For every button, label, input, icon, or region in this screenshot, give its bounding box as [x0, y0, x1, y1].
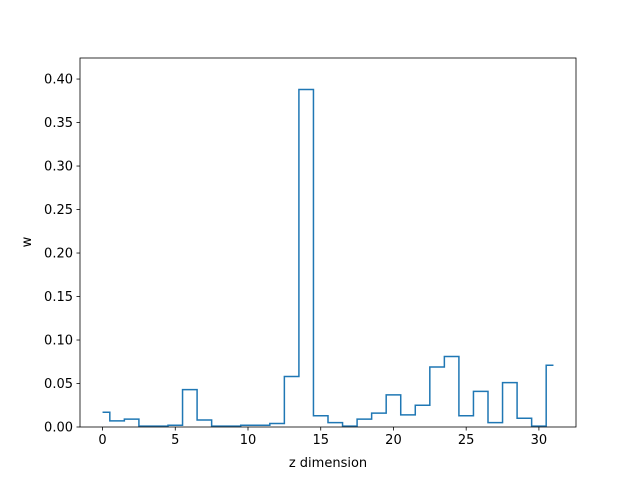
x-tick-label: 20	[385, 433, 402, 448]
y-axis-label: w	[20, 236, 35, 247]
y-tick-label: 0.00	[44, 421, 73, 436]
x-tick-label: 0	[98, 433, 106, 448]
x-tick-label: 30	[531, 433, 548, 448]
y-tick-label: 0.05	[44, 377, 73, 392]
x-tick-label: 5	[171, 433, 179, 448]
x-tick-label: 10	[240, 433, 257, 448]
y-tick-label: 0.40	[44, 73, 73, 88]
y-axis: 0.00 0.05 0.10 0.15 0.20 0.25 0.30 0.35 0.40	[44, 73, 80, 436]
x-tick-label: 25	[458, 433, 475, 448]
y-tick-label: 0.30	[44, 160, 73, 175]
plot-background	[80, 58, 576, 427]
x-axis-label: z dimension	[289, 456, 367, 471]
y-tick-label: 0.10	[44, 334, 73, 349]
x-axis: 0 5 10 15 20 25 30	[98, 427, 547, 448]
y-tick-label: 0.35	[44, 116, 73, 131]
series-line-w	[102, 88, 554, 427]
y-tick-label: 0.20	[44, 247, 73, 262]
plot-frame	[79, 57, 577, 428]
y-tick-label: 0.15	[44, 290, 73, 305]
x-tick-label: 15	[312, 433, 329, 448]
y-tick-label: 0.25	[44, 203, 73, 218]
